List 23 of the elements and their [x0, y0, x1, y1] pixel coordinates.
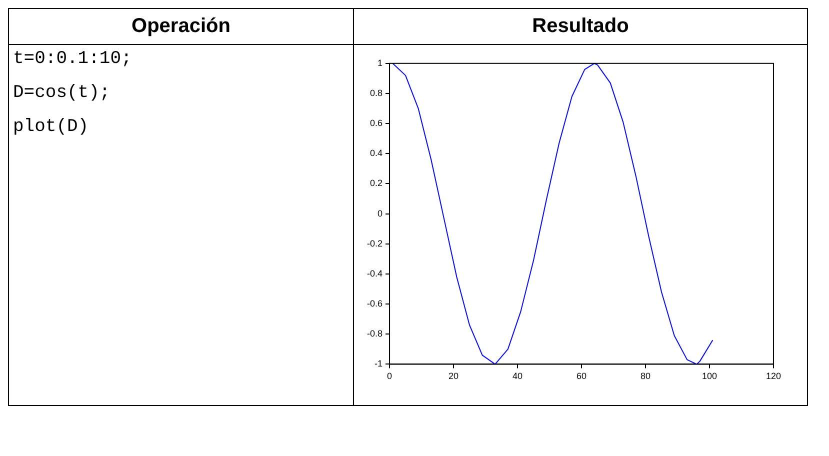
y-tick-label: 0.2	[370, 178, 383, 188]
y-tick-label: -0.6	[366, 298, 383, 309]
y-tick-label: -0.2	[366, 238, 383, 248]
x-tick-label: 80	[640, 371, 651, 382]
y-tick-label: 0.8	[370, 88, 383, 98]
x-tick-label: 0	[387, 371, 392, 382]
y-tick-label: 0.6	[370, 118, 383, 128]
x-tick-label: 40	[512, 371, 523, 382]
y-tick-label: -0.4	[366, 268, 383, 278]
text: plot(D)	[13, 117, 90, 137]
x-tick-label: 120	[766, 371, 782, 382]
y-tick-label: -1	[374, 358, 383, 369]
y-tick-label: -0.8	[366, 328, 383, 339]
x-tick-label: 100	[702, 371, 718, 382]
y-tick-label: 1	[377, 58, 383, 68]
y-tick-label: 0	[377, 208, 383, 218]
x-tick-label: 20	[448, 371, 459, 382]
text: t=0:0.1:10;	[13, 49, 133, 69]
text: Resultado	[354, 8, 808, 44]
x-tick-label: 60	[576, 371, 587, 382]
text: D=cos(t);	[13, 83, 112, 103]
text: Operación	[8, 8, 354, 44]
y-tick-label: 0.4	[370, 148, 383, 158]
